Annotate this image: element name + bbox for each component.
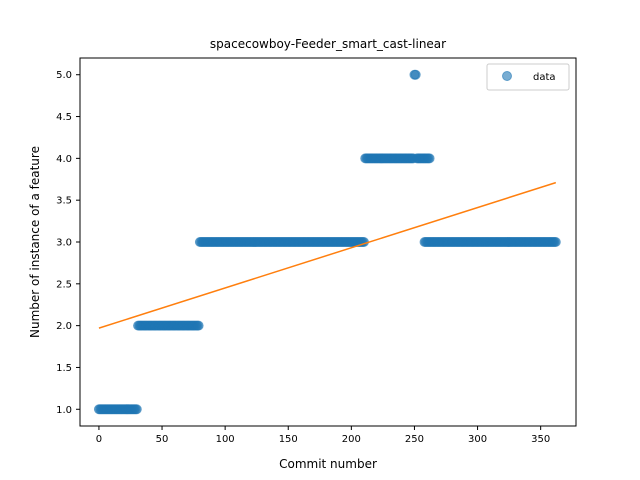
x-axis: 0 50 100 150 200 250 300 350 (96, 426, 550, 445)
x-tick-label: 0 (96, 434, 102, 445)
data-point (410, 69, 421, 80)
data-point (131, 404, 142, 415)
legend: data (486, 63, 570, 91)
plot-frame (79, 57, 577, 427)
data-point (424, 153, 435, 164)
y-tick-label: 3.5 (56, 196, 72, 207)
y-tick-label: 2.0 (56, 321, 72, 332)
legend-label-data: data (533, 72, 556, 83)
y-tick-label: 4.0 (56, 154, 72, 165)
chart-title: spacecowboy-Feeder_smart_cast-linear (210, 37, 446, 51)
x-axis-label: Commit number (279, 457, 377, 471)
y-tick-label: 5.0 (56, 70, 72, 81)
x-tick-label: 50 (156, 434, 169, 445)
y-tick-label: 1.5 (56, 363, 72, 374)
y-axis: 1.0 1.5 2.0 2.5 3.0 3.5 4.0 4.5 5.0 (56, 70, 80, 416)
x-tick-label: 300 (468, 434, 487, 445)
y-tick-label: 3.0 (56, 238, 72, 249)
legend-box (486, 63, 570, 91)
data-point (550, 237, 561, 247)
y-axis-label: Number of instance of a feature (28, 146, 42, 338)
y-tick-label: 4.5 (56, 112, 72, 123)
x-tick-label: 200 (342, 434, 361, 445)
data-point (193, 320, 204, 331)
plot-area (93, 69, 561, 415)
x-tick-label: 150 (279, 434, 298, 445)
x-tick-label: 250 (405, 434, 424, 445)
legend-marker-data (502, 71, 512, 81)
x-tick-label: 100 (216, 434, 235, 445)
y-tick-label: 1.0 (56, 405, 72, 416)
y-tick-label: 2.5 (56, 279, 72, 290)
linear-fit-line (98, 181, 557, 329)
x-tick-label: 350 (531, 434, 550, 445)
